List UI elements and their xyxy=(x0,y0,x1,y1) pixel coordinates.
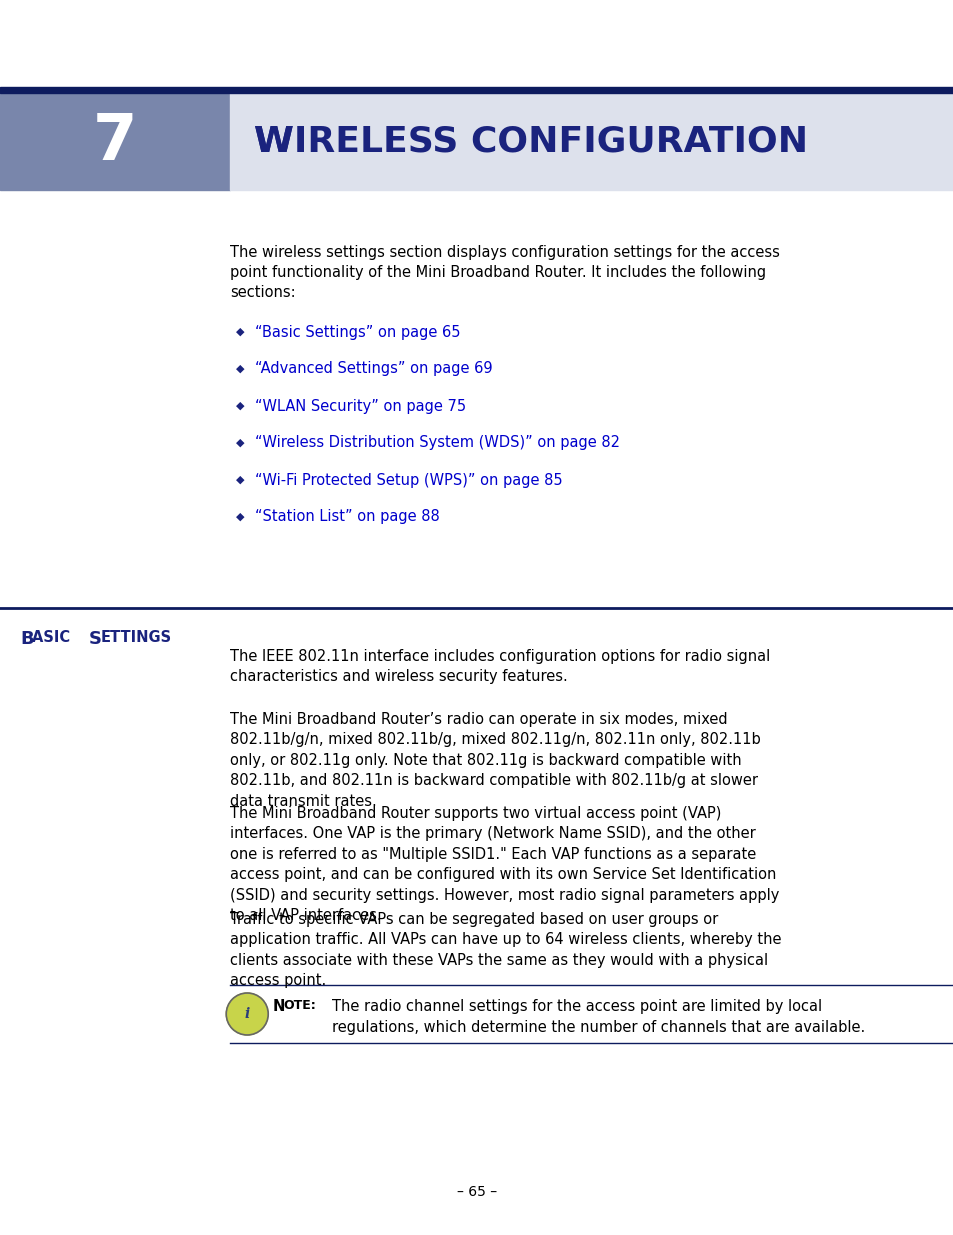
Text: The IEEE 802.11n interface includes configuration options for radio signal
chara: The IEEE 802.11n interface includes conf… xyxy=(230,650,769,684)
Bar xyxy=(0,86,953,93)
Text: ◆: ◆ xyxy=(235,327,244,337)
Text: “Wi-Fi Protected Setup (WPS)” on page 85: “Wi-Fi Protected Setup (WPS)” on page 85 xyxy=(254,473,562,488)
Text: N: N xyxy=(273,999,285,1014)
Text: The Mini Broadband Router’s radio can operate in six modes, mixed
802.11b/g/n, m: The Mini Broadband Router’s radio can op… xyxy=(230,713,760,809)
Bar xyxy=(230,93,953,190)
Text: ETTINGS: ETTINGS xyxy=(101,630,172,645)
Text: ◆: ◆ xyxy=(235,364,244,374)
Text: The Mini Broadband Router supports two virtual access point (VAP)
interfaces. On: The Mini Broadband Router supports two v… xyxy=(230,806,779,923)
Text: W: W xyxy=(253,125,294,158)
Text: ◆: ◆ xyxy=(235,401,244,411)
Text: ◆: ◆ xyxy=(235,475,244,485)
Text: “Wireless Distribution System (WDS)” on page 82: “Wireless Distribution System (WDS)” on … xyxy=(254,436,619,451)
Text: “Basic Settings” on page 65: “Basic Settings” on page 65 xyxy=(254,325,460,340)
Text: The radio channel settings for the access point are limited by local
regulations: The radio channel settings for the acces… xyxy=(332,999,864,1035)
Ellipse shape xyxy=(226,993,268,1035)
Text: “WLAN Security” on page 75: “WLAN Security” on page 75 xyxy=(254,399,466,414)
Text: S: S xyxy=(89,630,102,648)
Text: – 65 –: – 65 – xyxy=(456,1186,497,1199)
Text: ASIC: ASIC xyxy=(32,630,75,645)
Text: OTE:: OTE: xyxy=(283,999,315,1013)
Text: B: B xyxy=(20,630,33,648)
Text: “Advanced Settings” on page 69: “Advanced Settings” on page 69 xyxy=(254,362,492,377)
Text: WIRELESS CONFIGURATION: WIRELESS CONFIGURATION xyxy=(253,125,807,158)
Text: Traffic to specific VAPs can be segregated based on user groups or
application t: Traffic to specific VAPs can be segregat… xyxy=(230,911,781,988)
Text: “Station List” on page 88: “Station List” on page 88 xyxy=(254,510,439,525)
Text: The wireless settings section displays configuration settings for the access
poi: The wireless settings section displays c… xyxy=(230,245,779,300)
Text: 7: 7 xyxy=(92,110,137,173)
Text: ◆: ◆ xyxy=(235,438,244,448)
Text: i: i xyxy=(244,1007,250,1021)
Text: ◆: ◆ xyxy=(235,513,244,522)
Bar xyxy=(0,93,230,190)
